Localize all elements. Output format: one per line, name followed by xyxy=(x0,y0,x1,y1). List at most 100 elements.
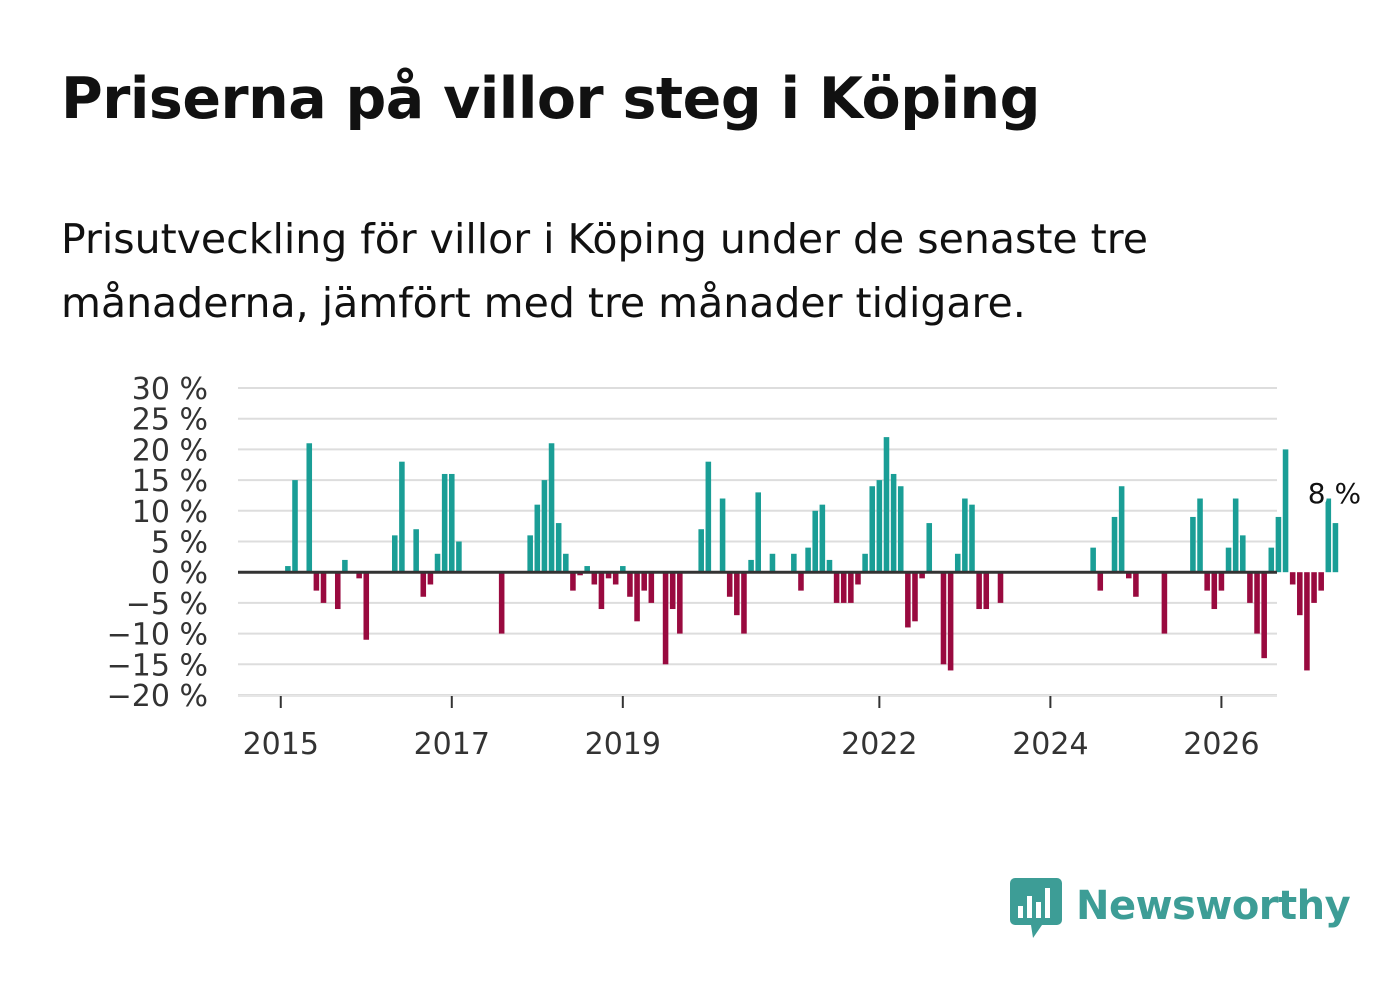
y-tick-label: −5 % xyxy=(126,587,208,622)
bar-negative xyxy=(997,572,1004,603)
bar-negative xyxy=(833,572,840,603)
bar-positive xyxy=(883,437,890,573)
bar-negative xyxy=(669,572,676,610)
y-tick-label: −20 % xyxy=(107,679,208,714)
x-tick-label: 2024 xyxy=(1012,727,1088,762)
bar-negative xyxy=(498,572,505,634)
bar-positive xyxy=(391,535,398,573)
bar-negative xyxy=(1125,572,1132,579)
bar-negative xyxy=(570,572,576,591)
bar-positive xyxy=(812,510,819,573)
bar-positive xyxy=(869,486,876,573)
bar-positive xyxy=(1225,547,1232,573)
bar-positive xyxy=(719,498,726,573)
bar-negative xyxy=(1097,572,1104,591)
bar-positive xyxy=(748,559,754,573)
bar-positive xyxy=(826,559,833,573)
bar-positive xyxy=(1118,486,1125,573)
y-tick-label: −15 % xyxy=(107,648,208,683)
bar-negative xyxy=(420,572,427,597)
bar-positive xyxy=(534,504,541,573)
bar-positive xyxy=(342,559,348,573)
bar-positive xyxy=(620,566,626,573)
bar-negative xyxy=(940,572,947,665)
annotations: 8 % xyxy=(1305,474,1364,513)
bar-negative xyxy=(1297,572,1303,616)
bar-positive xyxy=(1268,547,1275,573)
bar-positive xyxy=(292,480,298,573)
bar-positive xyxy=(563,553,569,573)
bar-negative xyxy=(598,572,605,610)
bar-positive xyxy=(1111,516,1118,573)
bar-positive xyxy=(434,553,441,573)
bar-positive xyxy=(897,486,904,573)
bar-negative xyxy=(1311,572,1317,603)
bar-negative xyxy=(612,572,619,585)
bar-negative xyxy=(1304,572,1310,671)
bar-positive xyxy=(1090,547,1096,573)
bar-negative xyxy=(1211,572,1218,610)
bar-negative xyxy=(356,572,362,579)
bar-positive xyxy=(1232,498,1239,573)
bar-negative xyxy=(662,572,669,665)
bar-negative xyxy=(798,572,804,591)
latest-value-label: 8 % xyxy=(1308,477,1361,510)
bar-negative xyxy=(1247,572,1253,603)
bar-positive xyxy=(769,553,776,573)
x-tick-label: 2022 xyxy=(841,727,917,762)
bar-negative xyxy=(1204,572,1210,591)
bar-positive xyxy=(1240,535,1246,573)
y-tick-label: 15 % xyxy=(132,464,208,499)
bar-negative xyxy=(1261,572,1267,659)
bar-positive xyxy=(548,443,555,573)
bar-positive xyxy=(954,553,961,573)
bar-positive xyxy=(1275,516,1282,573)
bar-negative xyxy=(741,572,747,634)
bar-positive xyxy=(862,553,868,573)
bar-negative xyxy=(976,572,982,610)
bar-negative xyxy=(855,572,861,585)
bar-negative xyxy=(726,572,733,597)
bar-positive xyxy=(926,523,933,573)
bar-positive xyxy=(456,541,462,573)
bar-negative xyxy=(919,572,925,579)
bar-negative xyxy=(840,572,847,603)
bar-positive xyxy=(1332,523,1339,573)
bar-negative xyxy=(848,572,854,603)
bar-negative xyxy=(1289,572,1296,585)
y-tick-label: 30 % xyxy=(132,372,208,407)
newsworthy-brand: Newsworthy xyxy=(1010,878,1351,940)
bar-positive xyxy=(285,566,291,573)
bar-positive xyxy=(705,461,712,573)
bar-positive xyxy=(805,547,811,573)
y-tick-label: 0 % xyxy=(151,556,208,591)
bar-negative xyxy=(677,572,683,634)
bar-positive xyxy=(962,498,968,573)
bar-negative xyxy=(1254,572,1260,634)
bar-positive xyxy=(527,535,533,573)
bar-positive xyxy=(413,529,419,573)
bar-series xyxy=(285,437,1339,671)
bar-negative xyxy=(577,572,583,576)
bar-positive xyxy=(755,492,761,573)
bar-negative xyxy=(363,572,370,640)
bar-negative xyxy=(1133,572,1139,597)
y-tick-label: 5 % xyxy=(151,526,208,561)
axes: 30 %25 %20 %15 %10 %5 %0 %−5 %−10 %−15 %… xyxy=(107,372,1277,762)
bar-positive xyxy=(441,473,448,573)
bar-negative xyxy=(627,572,633,597)
bar-negative xyxy=(1318,572,1324,591)
bar-positive xyxy=(306,443,313,573)
x-tick-label: 2019 xyxy=(585,727,661,762)
bar-positive xyxy=(876,480,883,573)
bar-negative xyxy=(912,572,918,622)
y-tick-label: 20 % xyxy=(132,433,208,468)
bar-negative xyxy=(947,572,954,671)
x-tick-label: 2017 xyxy=(414,727,490,762)
bar-positive xyxy=(449,473,455,573)
chart-title: Priserna på villor steg i Köping xyxy=(61,66,1040,132)
y-tick-label: 10 % xyxy=(132,495,208,530)
bar-positive xyxy=(399,461,405,573)
bar-negative xyxy=(334,572,341,610)
